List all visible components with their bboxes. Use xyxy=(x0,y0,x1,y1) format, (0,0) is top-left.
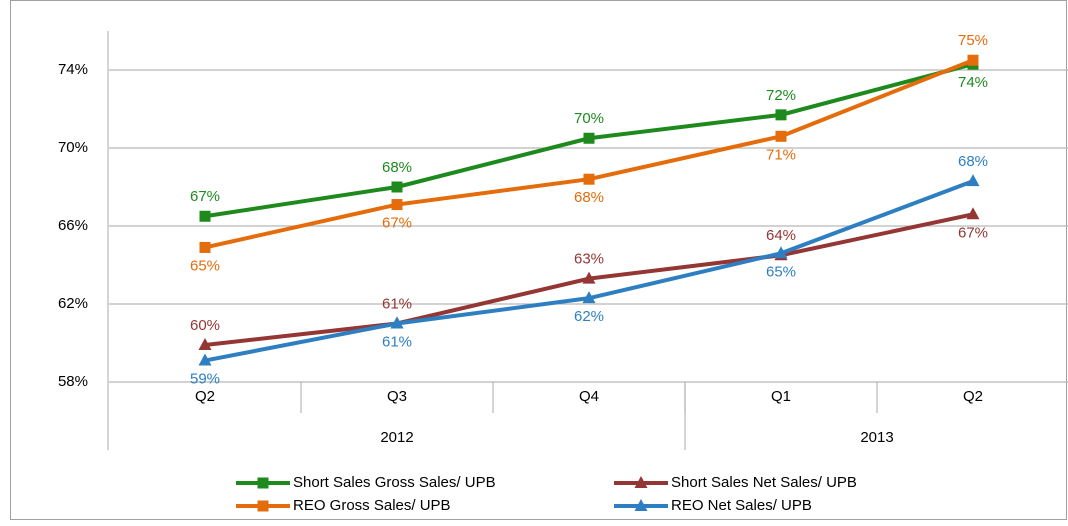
y-tick-label: 70% xyxy=(58,139,88,156)
data-label: 72% xyxy=(766,87,796,104)
x-tick-label: Q2 xyxy=(195,388,215,405)
data-label: 68% xyxy=(574,189,604,206)
data-point xyxy=(582,291,596,304)
data-label: 74% xyxy=(958,74,988,91)
data-label: 75% xyxy=(958,32,988,49)
group-label: 2012 xyxy=(380,429,413,446)
data-point xyxy=(390,316,404,329)
legend-label: REO Gross Sales/ UPB xyxy=(293,497,451,514)
data-point xyxy=(391,181,403,193)
data-label: 67% xyxy=(190,188,220,205)
x-tick-label: Q4 xyxy=(579,388,599,405)
data-label: 64% xyxy=(766,227,796,244)
y-tick-label: 58% xyxy=(58,373,88,390)
y-tick-label: 62% xyxy=(58,295,88,312)
data-label: 68% xyxy=(958,153,988,170)
data-label: 67% xyxy=(958,224,988,241)
data-point xyxy=(198,337,212,350)
legend-label: Short Sales Net Sales/ UPB xyxy=(671,474,857,491)
data-point xyxy=(199,210,211,222)
data-point xyxy=(583,132,595,144)
data-label: 65% xyxy=(766,263,796,280)
x-tick-label: Q2 xyxy=(963,388,983,405)
data-point xyxy=(966,207,980,220)
data-label: 70% xyxy=(574,110,604,127)
data-point xyxy=(966,174,980,187)
chart-border xyxy=(10,0,1067,520)
legend-label: Short Sales Gross Sales/ UPB xyxy=(293,474,496,491)
data-label: 60% xyxy=(190,317,220,334)
data-point xyxy=(775,130,787,142)
x-tick-label: Q3 xyxy=(387,388,407,405)
x-tick-label: Q1 xyxy=(771,388,791,405)
legend-label: REO Net Sales/ UPB xyxy=(671,497,812,514)
data-point xyxy=(582,271,596,284)
data-label: 61% xyxy=(382,333,412,350)
data-label: 71% xyxy=(766,146,796,163)
y-tick-label: 74% xyxy=(58,61,88,78)
series-line xyxy=(204,58,974,250)
data-label: 59% xyxy=(190,371,220,388)
legend-marker xyxy=(634,476,648,488)
data-label: 68% xyxy=(382,159,412,176)
data-point xyxy=(583,173,595,185)
data-point xyxy=(774,246,788,259)
y-tick-label: 66% xyxy=(58,217,88,234)
data-label: 63% xyxy=(574,251,604,268)
data-point xyxy=(967,54,979,66)
legend-marker xyxy=(257,477,269,489)
data-point xyxy=(199,241,211,253)
legend-marker xyxy=(634,499,648,511)
data-point xyxy=(391,199,403,211)
legend-marker xyxy=(257,500,269,512)
data-label: 61% xyxy=(382,295,412,312)
data-label: 62% xyxy=(574,308,604,325)
data-point xyxy=(775,109,787,121)
data-label: 65% xyxy=(190,257,220,274)
data-label: 67% xyxy=(382,215,412,232)
group-label: 2013 xyxy=(860,429,893,446)
data-point xyxy=(198,353,212,366)
